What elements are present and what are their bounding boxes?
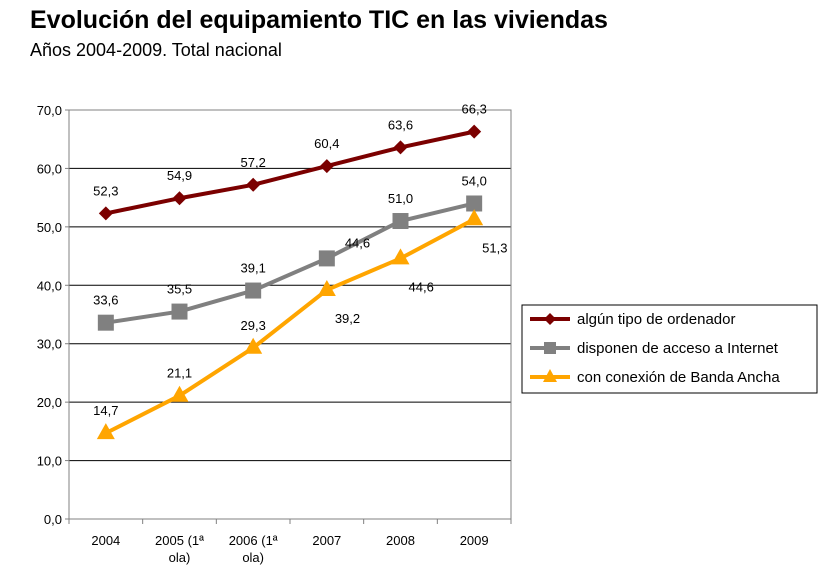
data-label: 54,9	[167, 168, 192, 183]
x-tick-label: 2009	[460, 533, 489, 548]
data-point	[98, 206, 113, 221]
data-label: 63,6	[388, 117, 413, 132]
series-line	[105, 129, 475, 216]
series-line	[104, 217, 476, 435]
data-label: 51,3	[482, 240, 507, 255]
y-tick-label: 40,0	[37, 278, 62, 293]
data-label: 39,1	[241, 261, 266, 276]
y-tick-label: 20,0	[37, 395, 62, 410]
x-tick-label: 2008	[386, 533, 415, 548]
data-point	[96, 423, 115, 440]
data-point	[246, 177, 261, 192]
data-point	[466, 195, 483, 212]
plot-area	[68, 109, 512, 520]
y-tick-label: 10,0	[37, 454, 62, 469]
data-label: 60,4	[314, 136, 339, 151]
data-point	[244, 337, 263, 354]
legend-label: con conexión de Banda Ancha	[577, 369, 780, 386]
data-label: 21,1	[167, 366, 192, 381]
y-tick-label: 50,0	[37, 220, 62, 235]
data-point	[245, 282, 262, 299]
series-line	[105, 201, 475, 325]
data-label: 51,0	[388, 191, 413, 206]
legend-marker	[544, 313, 556, 325]
legend	[521, 304, 818, 394]
y-tick-label: 60,0	[37, 161, 62, 176]
data-label: 44,6	[409, 279, 434, 294]
data-label: 35,5	[167, 282, 192, 297]
legend-label: disponen de acceso a Internet	[577, 340, 779, 357]
data-label: 14,7	[93, 403, 118, 418]
data-label: 33,6	[93, 293, 118, 308]
x-tick-label: ola)	[242, 550, 264, 565]
x-tick-label: ola)	[169, 550, 191, 565]
data-point	[172, 191, 187, 206]
chart-title: Evolución del equipamiento TIC en las vi…	[30, 6, 608, 34]
data-point	[318, 250, 335, 267]
y-tick-label: 30,0	[37, 337, 62, 352]
legend-marker	[544, 342, 556, 354]
data-label: 66,3	[462, 102, 487, 117]
chart-subtitle: Años 2004-2009. Total nacional	[30, 40, 282, 60]
data-label: 52,3	[93, 183, 118, 198]
y-tick-label: 0,0	[44, 512, 62, 527]
data-point	[393, 140, 408, 155]
data-point	[97, 314, 114, 331]
data-point	[465, 209, 484, 226]
x-tick-label: 2005 (1ª	[155, 533, 204, 548]
data-point	[319, 159, 334, 174]
data-point	[391, 248, 410, 265]
x-tick-label: 2006 (1ª	[229, 533, 278, 548]
legend-marker	[543, 369, 557, 382]
data-point	[171, 303, 188, 320]
data-point	[392, 213, 409, 230]
data-point	[317, 279, 336, 296]
data-point	[170, 385, 189, 402]
data-label: 57,2	[241, 155, 266, 170]
data-label: 54,0	[462, 173, 487, 188]
x-tick-label: 2007	[312, 533, 341, 548]
data-label: 39,2	[335, 311, 360, 326]
legend-label: algún tipo de ordenador	[577, 311, 735, 328]
data-label: 29,3	[241, 318, 266, 333]
x-tick-label: 2004	[91, 533, 120, 548]
data-label: 44,6	[345, 235, 370, 250]
data-point	[467, 124, 482, 139]
y-tick-label: 70,0	[37, 103, 62, 118]
